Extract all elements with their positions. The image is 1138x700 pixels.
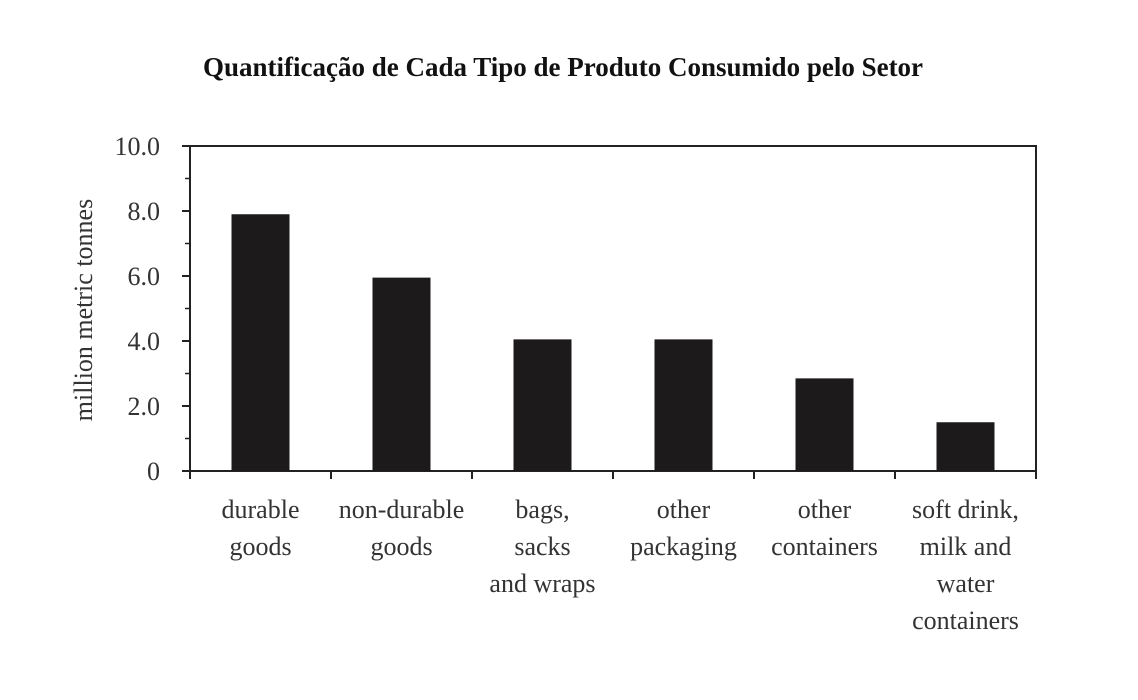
plot-frame (189, 145, 1037, 472)
bar (231, 214, 290, 471)
bars (231, 214, 995, 471)
bar (795, 378, 854, 471)
y-tick-label: 6.0 (128, 262, 161, 291)
y-tick-label: 2.0 (128, 392, 161, 421)
x-category-label: other containers (771, 495, 878, 561)
x-category-label: other packaging (630, 495, 737, 561)
chart-title: Quantificação de Cada Tipo de Produto Co… (202, 52, 924, 82)
y-tick-label: 10.0 (115, 132, 161, 161)
y-axis-title: million metric tonnes (69, 199, 98, 421)
x-category-label: non-durable goods (339, 495, 465, 561)
y-tick-label: 0 (147, 457, 160, 486)
bar (936, 422, 995, 471)
y-tick-label: 8.0 (128, 197, 161, 226)
y-axis: 0 2.0 4.0 6.0 8.0 10.0 (115, 132, 190, 486)
y-tick-label: 4.0 (128, 327, 161, 356)
bar (372, 277, 431, 471)
bar (513, 339, 572, 471)
x-category-label: soft drink, milk and water containers (912, 495, 1019, 635)
x-category-label: durable goods (222, 495, 300, 561)
bar (654, 339, 713, 471)
x-axis: durable goods non-durable goods bags, sacks an… (189, 471, 1037, 635)
x-category-label: bags, sacks and wraps (489, 495, 595, 598)
